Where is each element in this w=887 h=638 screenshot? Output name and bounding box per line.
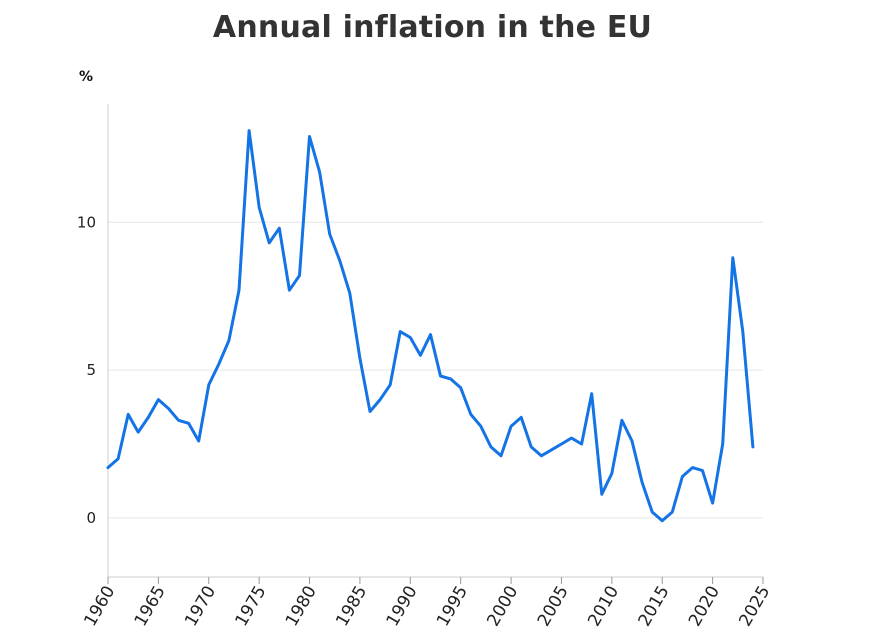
data-point xyxy=(278,227,281,230)
chart-title: Annual inflation in the EU xyxy=(212,10,653,45)
data-point xyxy=(358,357,361,360)
data-point xyxy=(620,419,623,422)
data-point xyxy=(751,445,754,448)
x-tick-label: 2010 xyxy=(584,583,623,630)
data-point xyxy=(610,472,613,475)
data-point xyxy=(449,377,452,380)
data-point xyxy=(550,448,553,451)
y-tick-label: 10 xyxy=(77,213,96,231)
data-point xyxy=(580,443,583,446)
data-point xyxy=(459,386,462,389)
data-point xyxy=(328,233,331,236)
data-point xyxy=(248,129,251,132)
x-tick-label: 2025 xyxy=(735,583,774,630)
gridlines xyxy=(108,221,763,519)
series-line xyxy=(106,129,755,523)
data-point xyxy=(429,333,432,336)
data-point xyxy=(641,481,644,484)
data-point xyxy=(701,469,704,472)
data-point xyxy=(258,206,261,209)
data-point xyxy=(469,413,472,416)
data-point xyxy=(117,457,120,460)
data-point xyxy=(590,392,593,395)
axes xyxy=(107,104,764,584)
data-point xyxy=(308,135,311,138)
data-point xyxy=(338,259,341,262)
x-tick-label: 1965 xyxy=(131,583,170,630)
data-point xyxy=(177,419,180,422)
data-point xyxy=(691,466,694,469)
data-point xyxy=(348,292,351,295)
data-point xyxy=(671,511,674,514)
data-point xyxy=(127,413,130,416)
x-tick-label: 2020 xyxy=(685,583,724,630)
data-point xyxy=(207,383,210,386)
x-tick-label: 1960 xyxy=(80,583,119,630)
data-point xyxy=(530,445,533,448)
x-tick-label: 1985 xyxy=(332,583,371,630)
x-tick-label: 1990 xyxy=(383,583,422,630)
series-layer xyxy=(106,129,755,523)
data-point xyxy=(741,330,744,333)
x-tick-label: 1995 xyxy=(433,583,472,630)
data-point xyxy=(560,443,563,446)
data-point xyxy=(510,425,513,428)
data-point xyxy=(298,274,301,277)
data-point xyxy=(721,443,724,446)
data-point xyxy=(389,383,392,386)
data-point xyxy=(107,466,110,469)
data-point xyxy=(651,511,654,514)
data-point xyxy=(147,416,150,419)
x-tick-label: 1980 xyxy=(282,583,321,630)
x-tick-label: 1975 xyxy=(232,583,271,630)
data-point xyxy=(661,519,664,522)
data-point xyxy=(631,440,634,443)
data-point xyxy=(540,454,543,457)
data-point xyxy=(681,475,684,478)
data-point xyxy=(570,437,573,440)
y-axis-unit-label: % xyxy=(79,69,94,85)
data-point xyxy=(479,425,482,428)
data-point xyxy=(197,440,200,443)
data-point xyxy=(227,339,230,342)
data-point xyxy=(600,493,603,496)
data-point xyxy=(409,336,412,339)
data-point xyxy=(711,502,714,505)
y-tick-label: 0 xyxy=(86,509,96,527)
x-tick-label: 2005 xyxy=(534,583,573,630)
data-point xyxy=(318,171,321,174)
data-point xyxy=(288,289,291,292)
data-point xyxy=(500,454,503,457)
data-point xyxy=(187,422,190,425)
data-point xyxy=(520,416,523,419)
data-point xyxy=(439,375,442,378)
data-point xyxy=(399,330,402,333)
x-tick-label: 1970 xyxy=(181,583,220,630)
data-point xyxy=(137,431,140,434)
data-point xyxy=(157,398,160,401)
x-tick-label: 2015 xyxy=(635,583,674,630)
data-point xyxy=(379,398,382,401)
data-point xyxy=(167,407,170,410)
x-tick-label: 2000 xyxy=(483,583,522,630)
data-point xyxy=(419,354,422,357)
data-point xyxy=(217,363,220,366)
data-point xyxy=(369,410,372,413)
data-point xyxy=(268,241,271,244)
y-tick-label: 5 xyxy=(86,361,96,379)
data-point xyxy=(238,289,241,292)
data-point xyxy=(489,445,492,448)
data-point xyxy=(731,256,734,259)
